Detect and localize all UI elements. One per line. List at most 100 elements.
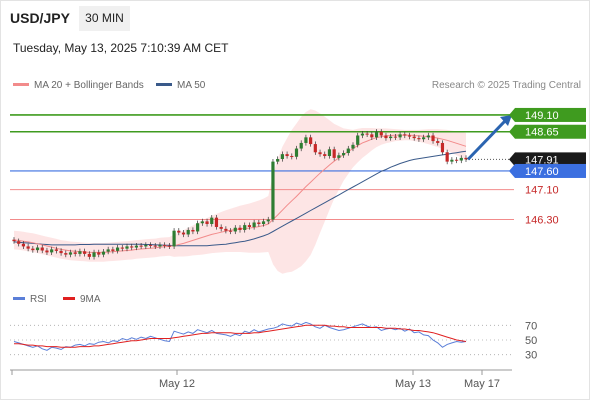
candle-body bbox=[346, 148, 350, 154]
timeframe-button[interactable]: 30 MIN bbox=[79, 6, 130, 31]
candle-body bbox=[309, 137, 313, 145]
candle-body bbox=[379, 131, 383, 136]
rsi-tick-50: 50 bbox=[525, 335, 537, 347]
candle-body bbox=[417, 138, 421, 140]
projection-arrow bbox=[466, 118, 508, 161]
price-label-147.10: 147.10 bbox=[525, 185, 559, 197]
candle-body bbox=[318, 152, 322, 155]
candle-body bbox=[115, 247, 120, 251]
candle-body bbox=[139, 245, 143, 247]
rsi-ma-label: 9MA bbox=[80, 294, 101, 305]
candle-body bbox=[337, 155, 341, 158]
price-label-147.60: 147.60 bbox=[525, 166, 559, 178]
candle-body bbox=[389, 136, 393, 139]
candle-body bbox=[304, 137, 308, 143]
candle-body bbox=[64, 253, 68, 255]
candle-body bbox=[59, 250, 63, 254]
candle-body bbox=[35, 247, 40, 251]
candle-body bbox=[238, 227, 242, 230]
candle-body bbox=[426, 135, 430, 138]
candle-body bbox=[365, 133, 369, 135]
candle-body bbox=[407, 135, 412, 137]
x-tick-label: May 13 bbox=[395, 378, 431, 390]
candle-body bbox=[78, 251, 82, 254]
candle-body bbox=[134, 245, 139, 248]
candle-body bbox=[163, 244, 167, 246]
ma20-label: MA 20 + Bollinger Bands bbox=[34, 80, 144, 91]
candle-body bbox=[101, 251, 106, 255]
candle-body bbox=[50, 249, 54, 253]
bollinger-band bbox=[14, 109, 466, 274]
candle-body bbox=[243, 225, 247, 230]
legend-rsi: RSI bbox=[13, 294, 47, 305]
candle-body bbox=[196, 223, 200, 232]
candle-body bbox=[327, 149, 332, 157]
candle-body bbox=[332, 149, 336, 158]
candle-body bbox=[167, 245, 171, 247]
candle-body bbox=[233, 227, 237, 232]
candle-body bbox=[73, 252, 77, 254]
candle-body bbox=[224, 228, 228, 231]
candle-body bbox=[177, 230, 181, 233]
candle-body bbox=[172, 230, 176, 247]
x-tick-label: May 17 bbox=[464, 378, 500, 390]
candle-body bbox=[17, 241, 21, 244]
candle-body bbox=[422, 137, 426, 140]
candle-body bbox=[290, 156, 294, 158]
legend-rsi-ma: 9MA bbox=[63, 294, 101, 305]
candle-body bbox=[205, 221, 209, 224]
candle-body bbox=[412, 136, 416, 139]
candle-body bbox=[454, 159, 459, 161]
candle-body bbox=[191, 229, 195, 232]
projection-arrowhead bbox=[500, 114, 512, 126]
candle-body bbox=[54, 249, 58, 251]
candle-body bbox=[158, 244, 162, 247]
price-label-pointer bbox=[509, 163, 515, 178]
candle-body bbox=[45, 250, 49, 253]
candle-body bbox=[285, 154, 289, 157]
candle-body bbox=[450, 159, 454, 162]
ma20-swatch bbox=[13, 82, 29, 86]
candle-body bbox=[431, 135, 435, 142]
candle-body bbox=[186, 229, 190, 235]
candle-body bbox=[323, 154, 327, 157]
candle-body bbox=[247, 225, 252, 227]
candle-body bbox=[459, 157, 463, 161]
candle-body bbox=[214, 217, 219, 227]
candle-body bbox=[125, 246, 129, 249]
candle-body bbox=[445, 152, 449, 162]
candle-body bbox=[266, 219, 270, 222]
candle-body bbox=[384, 135, 388, 139]
candle-body bbox=[148, 244, 153, 246]
candle-body bbox=[398, 134, 402, 138]
candle-body bbox=[294, 148, 299, 157]
rsi-label: RSI bbox=[30, 294, 47, 305]
candle-body bbox=[370, 134, 374, 138]
candle-body bbox=[40, 247, 44, 251]
price-label-pointer bbox=[509, 152, 515, 167]
price-label-bg bbox=[515, 163, 586, 178]
rsi-tick-70: 70 bbox=[525, 320, 537, 332]
rsi-ma-swatch bbox=[63, 296, 75, 300]
price-label-147.91: 147.91 bbox=[525, 154, 559, 166]
x-tick-label: May 12 bbox=[159, 378, 195, 390]
candle-body bbox=[271, 161, 275, 220]
candle-body bbox=[68, 252, 73, 255]
candle-body bbox=[351, 144, 355, 149]
ma50-swatch bbox=[156, 82, 172, 86]
rsi-ma-line bbox=[14, 324, 467, 348]
candle-body bbox=[106, 249, 110, 252]
datetime-label: Tuesday, May 13, 2025 7:10:39 AM CET bbox=[13, 41, 229, 55]
candle-body bbox=[181, 232, 186, 235]
candle-body bbox=[393, 136, 397, 138]
candle-body bbox=[313, 144, 317, 153]
candle-body bbox=[130, 246, 134, 248]
candle-body bbox=[299, 142, 303, 149]
price-label-pointer bbox=[509, 124, 515, 139]
candle-body bbox=[257, 222, 261, 224]
ma50-line bbox=[13, 150, 467, 247]
candle-body bbox=[120, 247, 124, 249]
candle-body bbox=[153, 245, 157, 247]
candle-body bbox=[276, 159, 280, 162]
